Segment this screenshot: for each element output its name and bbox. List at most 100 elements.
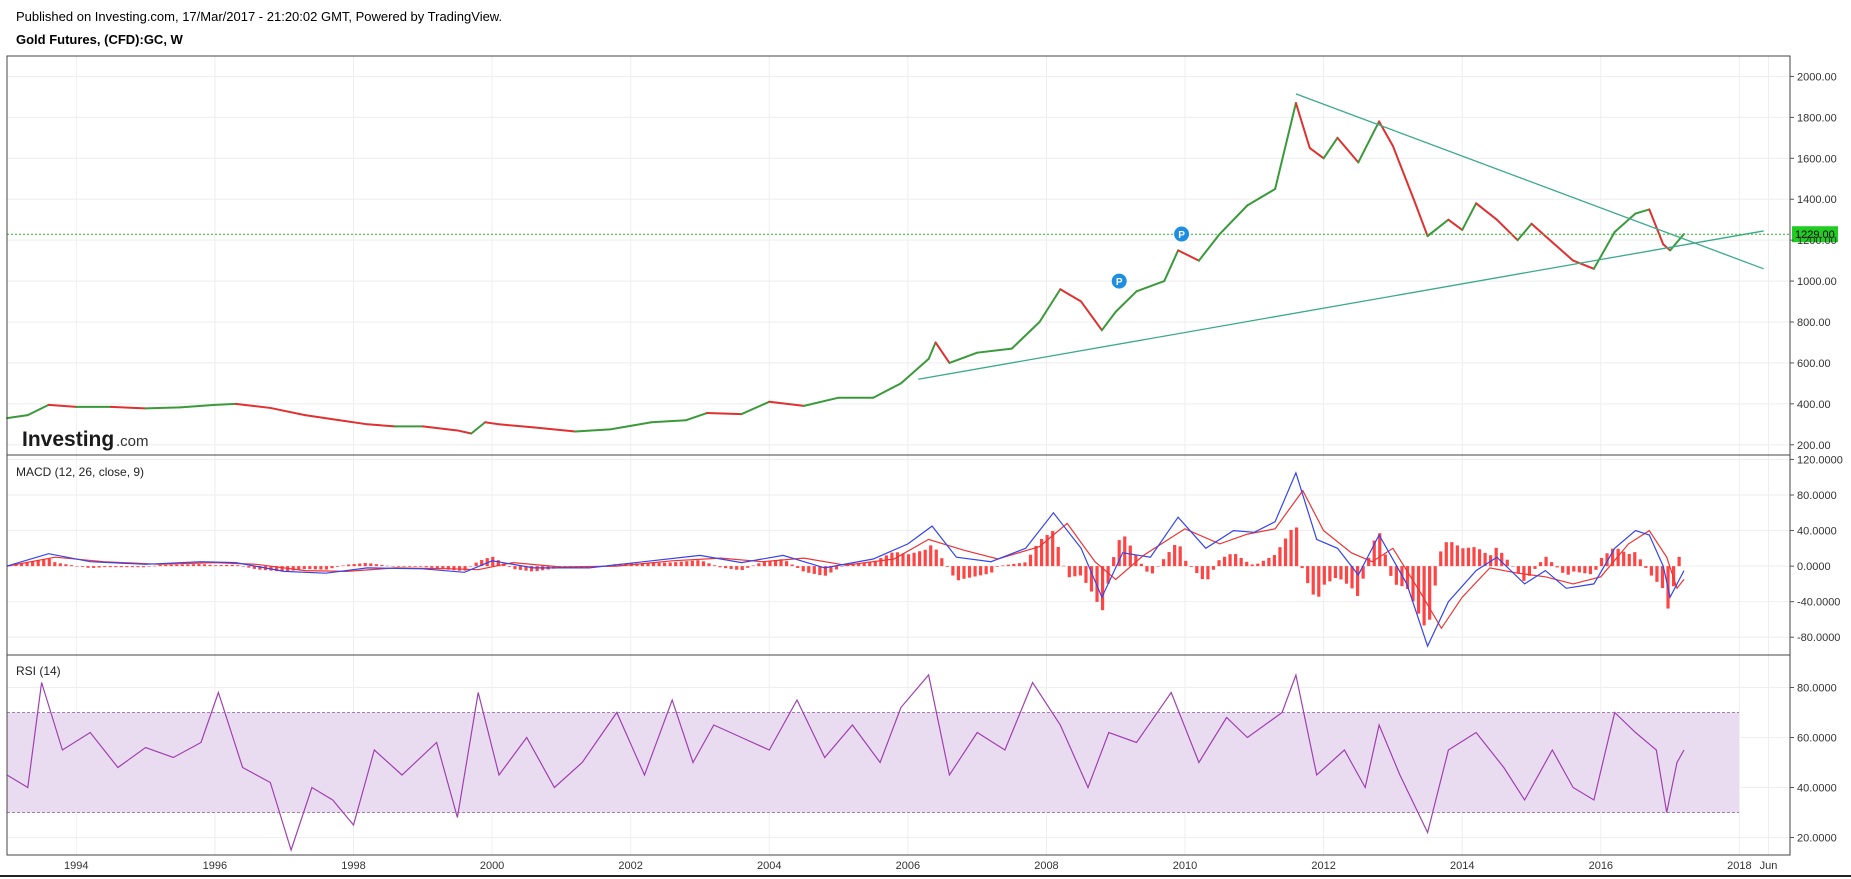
rsi-pane[interactable] (6, 672, 1685, 852)
price-segment[interactable] (927, 341, 937, 360)
price-segment[interactable] (1038, 288, 1062, 323)
price-segment[interactable] (1080, 300, 1103, 332)
macd-line[interactable] (6, 471, 1685, 648)
price-segment[interactable] (1322, 136, 1339, 160)
price-segment[interactable] (1294, 102, 1311, 150)
price-segment[interactable] (470, 421, 487, 435)
price-segment[interactable] (948, 351, 979, 364)
price-segment[interactable] (179, 403, 216, 409)
price-segment[interactable] (650, 419, 688, 424)
price-segment[interactable] (456, 429, 473, 435)
x-tick-label: 2016 (1589, 860, 1613, 872)
price-segment[interactable] (6, 414, 29, 420)
macd-histogram-bar (352, 564, 356, 567)
price-segment[interactable] (213, 402, 237, 406)
price-segment[interactable] (740, 400, 771, 416)
price-segment[interactable] (109, 405, 147, 410)
price-segment[interactable] (899, 357, 930, 385)
price-segment[interactable] (685, 412, 708, 422)
macd-signal-line[interactable] (6, 489, 1685, 630)
macd-histogram-bar (1616, 548, 1620, 567)
price-segment[interactable] (1412, 198, 1429, 238)
macd-histogram-bar (1228, 554, 1232, 567)
price-segment[interactable] (1495, 218, 1519, 242)
price-segment[interactable] (47, 403, 78, 408)
trendline[interactable] (1295, 93, 1764, 270)
price-segment[interactable] (1572, 259, 1595, 270)
price-segment[interactable] (1163, 249, 1180, 283)
price-segment[interactable] (1475, 202, 1498, 221)
price-segment[interactable] (1218, 204, 1249, 236)
price-segment[interactable] (1010, 321, 1041, 350)
price-segment[interactable] (1551, 241, 1575, 262)
macd-pane[interactable] (6, 471, 1685, 648)
price-segment[interactable] (1246, 188, 1277, 207)
price-pane[interactable]: 1229.00 P P (6, 93, 1838, 435)
trendline[interactable] (918, 230, 1764, 380)
price-segment[interactable] (802, 396, 840, 407)
macd-histogram-bar (103, 566, 107, 568)
macd-histogram-bar (940, 558, 944, 567)
x-tick-label: 1994 (64, 860, 88, 872)
rsi-y-tick-label: 60.0000 (1797, 733, 1837, 745)
macd-histogram-bar (1383, 554, 1387, 567)
macd-histogram-bar (80, 566, 85, 567)
price-segment[interactable] (1197, 233, 1221, 262)
price-segment[interactable] (1177, 249, 1200, 262)
price-segment[interactable] (269, 406, 306, 417)
price-segment[interactable] (144, 406, 182, 410)
price-segment[interactable] (1669, 233, 1685, 252)
price-segment[interactable] (934, 341, 951, 364)
macd-histogram-bar (457, 566, 462, 571)
price-segment[interactable] (1059, 288, 1083, 303)
price-segment[interactable] (1648, 208, 1665, 246)
price-segment[interactable] (1308, 147, 1325, 160)
price-segment[interactable] (1391, 145, 1415, 201)
price-segment[interactable] (976, 347, 1013, 354)
macd-histogram-bar (1361, 566, 1365, 579)
price-segment[interactable] (303, 414, 341, 422)
price-segment[interactable] (26, 403, 50, 417)
macd-histogram-bar (696, 560, 700, 567)
price-segment[interactable] (421, 425, 459, 432)
price-segment[interactable] (1461, 202, 1478, 231)
price-segment[interactable] (608, 421, 653, 431)
price-segment[interactable] (1114, 290, 1138, 313)
rsi-line[interactable] (6, 672, 1685, 852)
price-segment[interactable] (338, 419, 369, 426)
macd-histogram-bar (1184, 560, 1188, 567)
macd-histogram-bar (1599, 557, 1604, 567)
macd-histogram-bar (840, 566, 844, 567)
macd-histogram-bar (1533, 566, 1537, 569)
price-segment[interactable] (234, 402, 272, 409)
price-segment[interactable] (366, 423, 397, 428)
price-segment[interactable] (574, 428, 611, 433)
logo-sub: .com (116, 433, 149, 450)
price-segment[interactable] (498, 423, 535, 429)
price-segment[interactable] (1135, 280, 1166, 293)
price-segment[interactable] (484, 421, 501, 426)
event-marker[interactable] (1111, 273, 1127, 289)
price-segment[interactable] (1357, 120, 1381, 164)
price-segment[interactable] (1100, 310, 1117, 332)
price-segment[interactable] (1447, 218, 1464, 231)
event-marker-label: P (1116, 277, 1123, 288)
macd-y-tick-label: 0.0000 (1797, 561, 1831, 573)
price-segment[interactable] (1592, 230, 1616, 270)
macd-histogram-bar (197, 564, 201, 567)
price-segment[interactable] (872, 382, 902, 399)
price-segment[interactable] (532, 426, 577, 433)
price-segment[interactable] (1426, 218, 1450, 238)
price-segment[interactable] (1530, 222, 1554, 244)
price-segment[interactable] (1516, 222, 1533, 242)
event-marker[interactable] (1174, 226, 1190, 242)
price-segment[interactable] (1274, 102, 1297, 190)
price-segment[interactable] (768, 400, 805, 407)
price-segment[interactable] (1336, 136, 1360, 164)
price-segment[interactable] (1613, 212, 1637, 233)
price-segment[interactable] (705, 412, 743, 416)
price-segment[interactable] (1634, 208, 1651, 215)
macd-histogram-bar (990, 566, 994, 573)
macd-histogram-bar (718, 566, 722, 568)
